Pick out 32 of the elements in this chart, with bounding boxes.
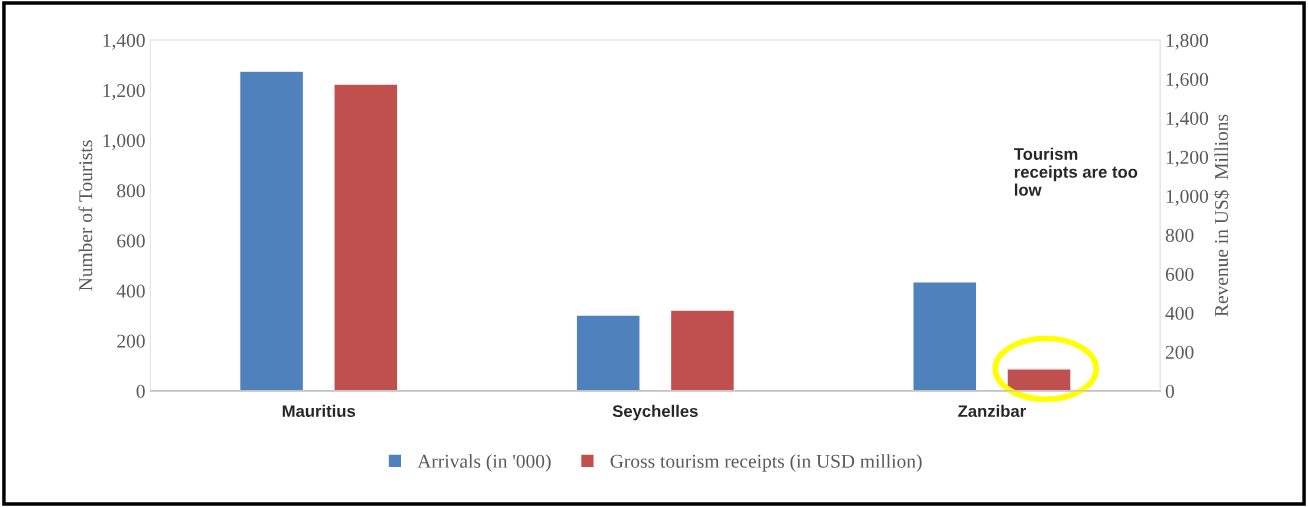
bar xyxy=(333,83,399,391)
y2-tick-label: 800 xyxy=(1165,228,1194,242)
y-tick-label: 1,200 xyxy=(103,83,145,100)
y-tick-label: 1,400 xyxy=(103,33,145,50)
x-tick-label: Zanzibar xyxy=(958,404,1026,418)
y-tick-label: 1,000 xyxy=(103,134,145,151)
y2-tick-label: 0 xyxy=(1165,384,1175,398)
x-tick-label: Seychelles xyxy=(612,404,698,421)
y-tick-label: 800 xyxy=(117,184,145,198)
y-axis-title: Number of Tourists xyxy=(78,140,93,291)
y-tick-label: 0 xyxy=(136,384,145,398)
y2-tick-label: 1,200 xyxy=(1166,150,1209,167)
y2-tick-label: 400 xyxy=(1165,306,1194,320)
y2-tick-label: 1,400 xyxy=(1166,111,1209,128)
y-tick-label: 400 xyxy=(116,284,145,298)
y2-tick-label: 600 xyxy=(1165,267,1194,281)
legend-label: Arrivals (in '000) xyxy=(417,454,551,472)
y2-tick-label: 200 xyxy=(1165,345,1194,359)
legend-label: Gross tourism receipts (in USD million) xyxy=(610,454,922,472)
y2-tick-label: 1,600 xyxy=(1166,72,1209,89)
x-tick-label: Mauritius xyxy=(282,404,356,418)
y2-tick-label: 1,800 xyxy=(1166,33,1209,50)
y2-tick-label: 1,000 xyxy=(1166,189,1209,206)
y-tick-label: 200 xyxy=(117,334,145,348)
bar xyxy=(1006,368,1072,391)
bar xyxy=(238,70,305,391)
annotation: Tourism receipts are too low xyxy=(1013,147,1138,196)
bar xyxy=(912,281,978,391)
y-tick-label: 600 xyxy=(117,234,145,248)
bar xyxy=(575,314,641,391)
bar xyxy=(669,309,736,391)
y2-axis-title: Revenue in US$ Millions xyxy=(1213,114,1230,317)
